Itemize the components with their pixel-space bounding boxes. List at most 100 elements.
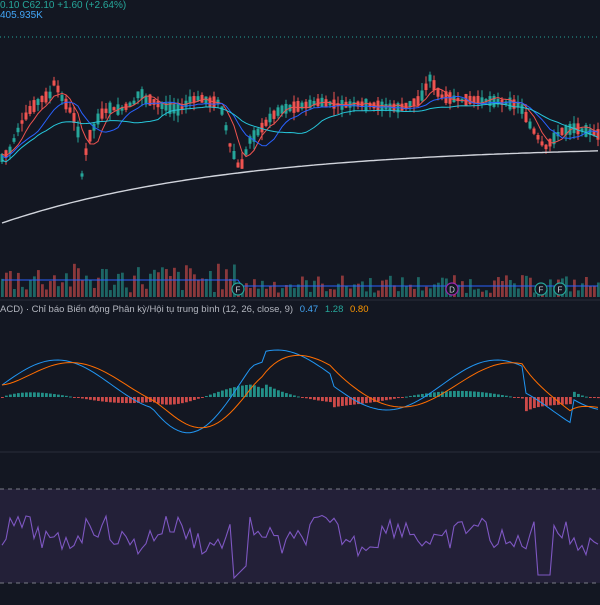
macd-histogram-bar (305, 397, 308, 399)
volume-bar (109, 290, 112, 297)
volume-bar (113, 284, 116, 297)
macd-histogram-bar (109, 397, 112, 403)
candle-body (432, 80, 436, 91)
candle-body (208, 97, 212, 107)
candle-body (112, 107, 116, 111)
candle-body (28, 106, 32, 114)
volume-bar (141, 284, 144, 297)
macd-histogram-bar (581, 395, 584, 397)
candle-body (260, 122, 264, 133)
volume-bar (197, 279, 200, 297)
volume-bar (381, 280, 384, 297)
volume-readout: 405.935K (0, 10, 43, 21)
candle-body (516, 101, 520, 108)
macd-histogram-bar (49, 393, 52, 397)
candle-body (40, 95, 44, 103)
candles (0, 36, 600, 224)
volume-bar (281, 288, 284, 297)
event-marker[interactable]: F (553, 282, 567, 296)
candle-body (180, 106, 184, 110)
candle-body (96, 113, 100, 125)
candle-body (4, 150, 8, 158)
volume-bar (13, 288, 16, 297)
event-marker[interactable]: D (445, 282, 459, 296)
macd-histogram-bar (349, 397, 352, 405)
macd-histogram-bar (421, 393, 424, 397)
macd-histogram-bar (253, 385, 256, 397)
candle-body (584, 125, 588, 137)
event-marker[interactable]: F (534, 282, 548, 296)
volume-bar (441, 277, 444, 297)
volume-bar (89, 280, 92, 297)
volume-bar (201, 278, 204, 297)
volume-bar (177, 271, 180, 297)
candle-body (108, 102, 112, 114)
macd-histogram-bar (357, 397, 360, 405)
candle-body (84, 148, 88, 155)
macd-histogram-bar (269, 386, 272, 397)
macd-histogram-bar (97, 397, 100, 401)
volume-bar (261, 280, 264, 297)
macd-histogram-bar (153, 397, 156, 403)
macd-histogram-bar (145, 397, 148, 403)
volume-bar (81, 280, 84, 297)
event-letter: D (449, 286, 455, 295)
macd-histogram-bar (157, 397, 160, 404)
macd-histogram-bar (477, 391, 480, 397)
macd-histogram-bar (285, 393, 288, 397)
macd-histogram-bar (565, 397, 568, 405)
candle-body (228, 143, 232, 147)
volume-bar (469, 279, 472, 297)
macd-histogram-bar (589, 397, 592, 398)
candle-body (304, 101, 308, 108)
macd-histogram-bar (281, 391, 284, 397)
candle-body (300, 102, 304, 109)
volume-bar (289, 284, 292, 297)
macd-legend[interactable]: ACD) · Chỉ báo Biến động Phân kỳ/Hội tụ … (0, 304, 369, 315)
candle-body (580, 128, 584, 132)
candle-body (36, 99, 40, 105)
candle-body (488, 96, 492, 106)
event-marker[interactable]: F (231, 282, 245, 296)
candle-body (568, 123, 572, 135)
macd-histogram-bar (33, 392, 36, 397)
macd-histogram-bar (137, 397, 140, 403)
macd-histogram-bar (225, 389, 228, 397)
macd-histogram-bar (241, 385, 244, 397)
macd-histogram-bar (53, 394, 56, 397)
macd-histogram-bar (301, 397, 304, 398)
candle-body (56, 85, 60, 93)
volume-bar (337, 283, 340, 297)
volume-bar (273, 281, 276, 297)
volume-bar (413, 288, 416, 297)
volume-bar (121, 272, 124, 297)
candle-body (60, 95, 64, 101)
macd-histogram-bar (541, 397, 544, 407)
macd-histogram-bar (165, 397, 168, 405)
volume-bar (293, 288, 296, 297)
volume-bar (589, 286, 592, 297)
candle-body (220, 106, 224, 115)
macd-histogram-bar (365, 397, 368, 404)
ma-mid-line (1, 95, 599, 159)
volume-bar (309, 291, 312, 297)
macd-histogram-bar (5, 395, 8, 397)
macd-histogram-bar (29, 392, 32, 397)
macd-histogram-bar (169, 397, 172, 405)
candle-body (500, 99, 504, 105)
candle-body (308, 99, 312, 109)
macd-histogram-bar (117, 397, 120, 403)
volume-bar (393, 285, 396, 297)
macd-histogram-bar (481, 392, 484, 397)
histogram-value: 0.80 (350, 304, 369, 315)
candle-body (492, 95, 496, 107)
ma-long-line (1, 150, 599, 224)
candle-body (404, 102, 408, 109)
volume-bar (137, 267, 140, 297)
candle-body (76, 126, 80, 138)
volume-bar (485, 290, 488, 297)
candle-body (140, 89, 144, 99)
macd-histogram-bar (237, 386, 240, 397)
